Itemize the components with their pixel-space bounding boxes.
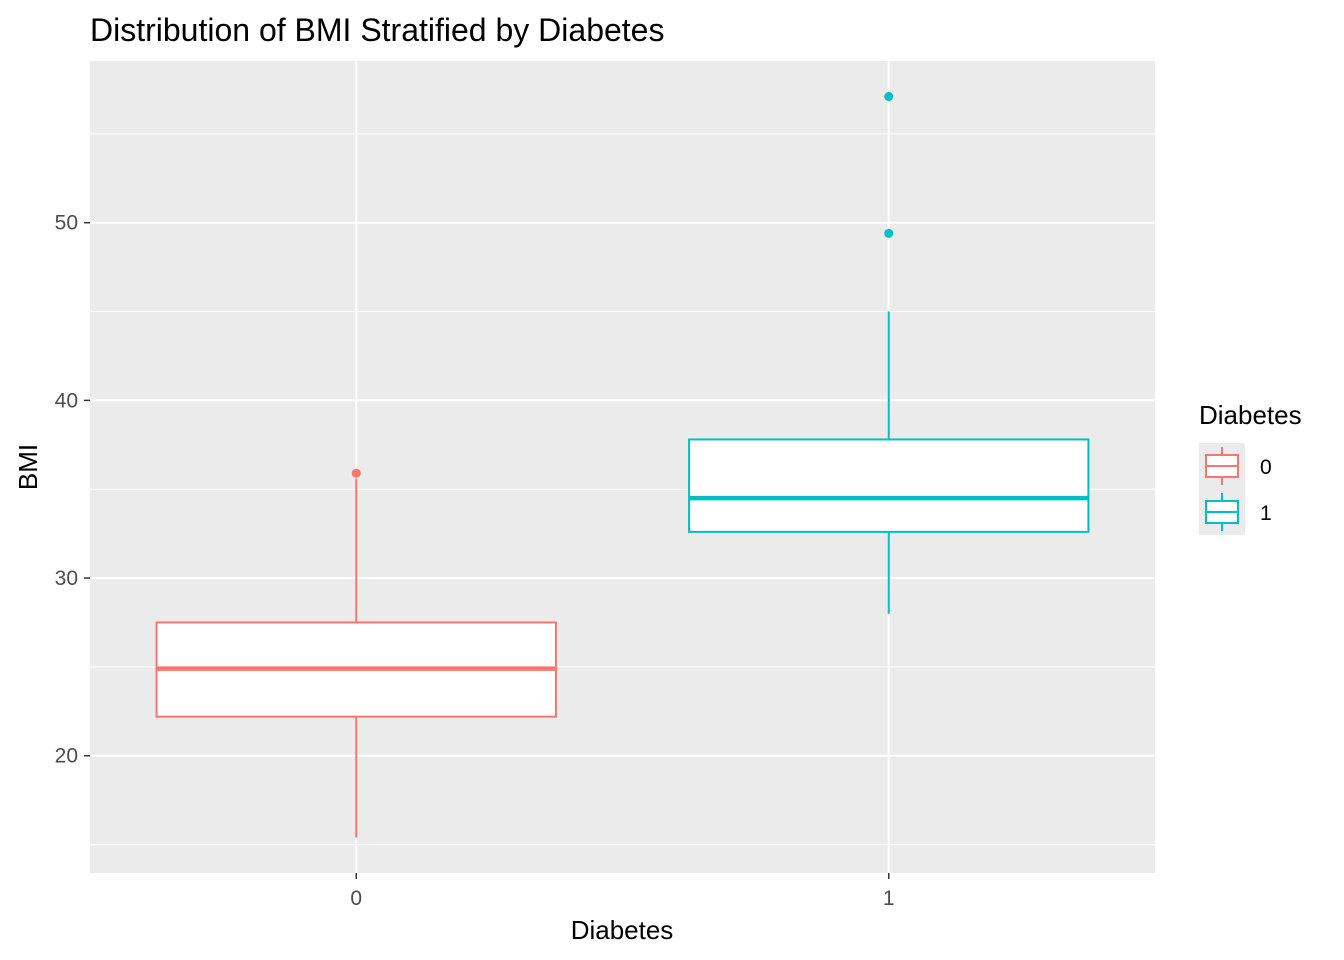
legend-label: 0 (1260, 456, 1272, 479)
y-tick-label: 30 (55, 567, 78, 590)
chart-title: Distribution of BMI Stratified by Diabet… (90, 12, 664, 48)
x-tick-label: 0 (350, 887, 362, 910)
y-axis: 20 30 40 50 (55, 212, 90, 768)
legend: Diabetes 0 1 (1199, 400, 1302, 535)
legend-title: Diabetes (1199, 400, 1302, 430)
outlier-point (884, 92, 894, 102)
iqr-box (688, 438, 1090, 533)
outlier-point (884, 228, 894, 238)
y-axis-title: BMI (13, 444, 43, 490)
box-group-0 (155, 468, 557, 838)
x-tick-label: 1 (883, 887, 895, 910)
y-tick-label: 50 (55, 212, 78, 235)
legend-key-0 (1199, 443, 1245, 489)
legend-label: 1 (1260, 502, 1272, 525)
x-axis-title: Diabetes (571, 915, 674, 945)
legend-key-1 (1199, 489, 1245, 535)
y-tick-label: 20 (55, 745, 78, 768)
boxplot-marks (155, 92, 1090, 838)
y-tick-label: 40 (55, 389, 78, 412)
box-group-1 (688, 92, 1090, 614)
outlier-point (351, 468, 361, 478)
